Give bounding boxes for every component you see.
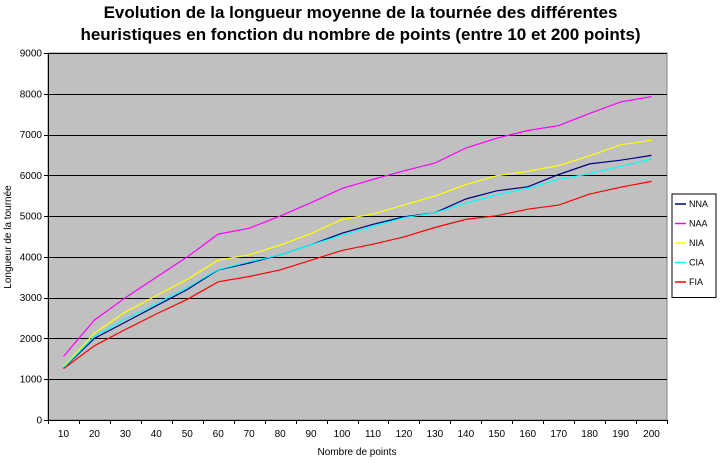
x-tick-label: 70 (244, 429, 256, 440)
chart-title-line-1: Evolution de la longueur moyenne de la t… (103, 3, 618, 22)
series-line-fia (63, 180, 652, 370)
legend-label-nia: NIA (689, 238, 704, 248)
series-lines (63, 96, 652, 370)
y-tick-labels: 0 1000 2000 3000 4000 5000 6000 7000 8000 9000 (20, 49, 43, 427)
x-tick-label: 80 (275, 429, 287, 440)
x-tick-label: 150 (488, 429, 505, 440)
series-line-nna (63, 154, 652, 369)
axes (44, 53, 668, 424)
chart-title-line-2: heuristiques en fonction du nombre de po… (80, 25, 641, 44)
y-axis-label: Longueur de la tournée (3, 185, 14, 289)
chart-title: Evolution de la longueur moyenne de la t… (0, 2, 721, 46)
x-tick-label: 110 (365, 429, 381, 440)
x-tick-label: 160 (519, 429, 536, 440)
x-tick-label: 20 (89, 429, 101, 440)
x-tick-label: 120 (396, 429, 413, 440)
x-tick-label: 40 (151, 429, 163, 440)
y-tick-label: 6000 (20, 171, 43, 182)
x-tick-label: 130 (427, 429, 444, 440)
x-tick-label: 60 (213, 429, 225, 440)
y-tick-label: 9000 (20, 49, 43, 60)
y-tick-label: 4000 (20, 252, 43, 263)
legend: NNA NAA NIA CIA FIA (671, 193, 717, 298)
series-line-nia (63, 139, 652, 368)
legend-label-nna: NNA (689, 199, 708, 209)
y-tick-label: 8000 (20, 89, 43, 100)
x-tick-label: 10 (58, 429, 70, 440)
y-tick-label: 1000 (20, 375, 43, 386)
y-tick-label: 7000 (20, 130, 43, 141)
legend-label-naa: NAA (689, 219, 708, 229)
series-line-cia (63, 158, 652, 369)
y-tick-label: 3000 (20, 293, 43, 304)
legend-label-fia: FIA (689, 277, 703, 287)
x-tick-label: 200 (643, 429, 660, 440)
y-tick-label: 5000 (20, 212, 43, 223)
x-tick-label: 30 (120, 429, 132, 440)
y-tick-label: 2000 (20, 334, 43, 345)
x-tick-labels: 10 20 30 40 50 60 70 80 90 100 110 120 130 140 150 160 1… (58, 429, 660, 440)
legend-label-cia: CIA (689, 258, 704, 268)
x-tick-label: 50 (182, 429, 194, 440)
y-tick-label: 0 (36, 416, 42, 427)
x-tick-label: 170 (550, 429, 567, 440)
plot-background (47, 52, 668, 421)
series-line-naa (63, 96, 652, 357)
x-tick-label: 180 (581, 429, 598, 440)
x-tick-label: 100 (334, 429, 351, 440)
plot-area (47, 52, 668, 421)
x-axis-label: Nombre de points (318, 447, 397, 458)
x-tick-label: 140 (457, 429, 474, 440)
x-tick-label: 90 (306, 429, 318, 440)
legend-box (671, 193, 717, 298)
x-tick-label: 190 (612, 429, 629, 440)
